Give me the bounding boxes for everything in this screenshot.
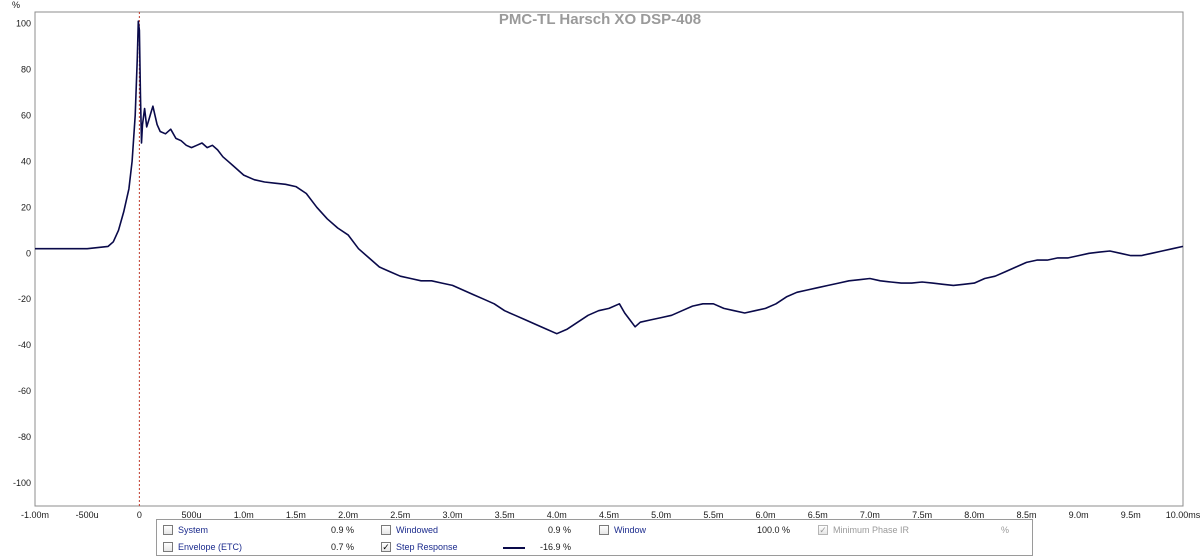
x-tick-label: 5.0m [651, 510, 671, 520]
step-response-swatch [503, 547, 525, 549]
envelope-checkbox[interactable] [163, 542, 173, 552]
x-tick-label: 0 [137, 510, 142, 520]
legend-value-step-response: -16.9 % [539, 542, 571, 552]
tick-labels: -1.00m -500u 0 500u 1.0m 1.5m 2.0m 2.5m 3.0m 3.5m… [13, 18, 1200, 520]
x-tick-label: 8.0m [964, 510, 984, 520]
legend-label-envelope: Envelope (ETC) [178, 542, 243, 552]
legend-item-minimum-phase-ir[interactable]: ✓ Minimum Phase IR [818, 522, 909, 538]
windowed-checkbox[interactable] [381, 525, 391, 535]
y-tick-label: -40 [18, 340, 31, 350]
legend-label-window: Window [614, 525, 647, 535]
x-tick-label: 500u [182, 510, 202, 520]
legend-value-windowed: 0.9 % [547, 525, 571, 535]
chart-area: -1.00m -500u 0 500u 1.0m 1.5m 2.0m 2.5m 3.0m 3.5m… [12, 0, 1200, 520]
chart-title: PMC-TL Harsch XO DSP-408 [499, 11, 701, 28]
legend-label-step-response: Step Response [396, 542, 458, 552]
legend-item-system[interactable]: System [163, 522, 208, 538]
legend-label-system: System [178, 525, 209, 535]
y-tick-label: -20 [18, 294, 31, 304]
x-tick-label: -1.00m [21, 510, 49, 520]
system-checkbox[interactable] [163, 525, 173, 535]
x-tick-label: 6.5m [808, 510, 828, 520]
y-tick-label: -100 [13, 478, 31, 488]
x-tick-label: 6.0m [756, 510, 776, 520]
legend-item-step-response[interactable]: ✓ Step Response [381, 539, 458, 555]
x-tick-label: 3.0m [442, 510, 462, 520]
step-response-checkbox[interactable]: ✓ [381, 541, 391, 552]
series-layer [35, 20, 1184, 335]
legend-value-minimum-phase-ir: % [1000, 525, 1009, 535]
x-tick-label: 7.5m [912, 510, 932, 520]
x-tick-label: 1.0m [234, 510, 254, 520]
y-tick-label: -80 [18, 432, 31, 442]
plot-frame [34, 11, 1184, 507]
step-response-line [35, 20, 1184, 335]
y-tick-label: 20 [21, 202, 31, 212]
x-tick-label: 5.5m [703, 510, 723, 520]
x-tick-label: 7.0m [860, 510, 880, 520]
legend-panel: System 0.9 % Envelope (ETC) 0.7 % Window… [156, 519, 1033, 556]
x-tick-label: 2.5m [390, 510, 410, 520]
legend-label-windowed: Windowed [396, 525, 439, 535]
y-tick-label: 100 [16, 18, 31, 28]
window-checkbox[interactable] [599, 525, 609, 535]
legend-item-envelope[interactable]: Envelope (ETC) [163, 539, 242, 555]
legend-value-system: 0.9 % [330, 525, 354, 535]
legend-item-windowed[interactable]: Windowed [381, 522, 438, 538]
x-tick-label: 3.5m [495, 510, 515, 520]
x-tick-label: 9.0m [1069, 510, 1089, 520]
y-tick-label: -60 [18, 386, 31, 396]
x-tick-label: 2.0m [338, 510, 358, 520]
legend-value-window: 100.0 % [756, 525, 790, 535]
x-tick-label: 9.5m [1121, 510, 1141, 520]
x-tick-label: 4.5m [599, 510, 619, 520]
x-tick-label: -500u [76, 510, 99, 520]
x-tick-label: 10.00ms [1166, 510, 1200, 520]
x-tick-label: 4.0m [547, 510, 567, 520]
y-tick-label: 0 [26, 248, 31, 258]
legend-label-minimum-phase-ir: Minimum Phase IR [833, 525, 910, 535]
y-axis-unit: % [12, 0, 20, 10]
minimum-phase-ir-checkbox[interactable]: ✓ [818, 524, 828, 535]
x-tick-label: 1.5m [286, 510, 306, 520]
legend-item-window[interactable]: Window [599, 522, 646, 538]
y-tick-label: 40 [21, 156, 31, 166]
x-tick-label: 8.5m [1016, 510, 1036, 520]
axes [34, 11, 1184, 507]
y-tick-label: 80 [21, 64, 31, 74]
y-tick-label: 60 [21, 110, 31, 120]
legend-value-envelope: 0.7 % [330, 542, 354, 552]
